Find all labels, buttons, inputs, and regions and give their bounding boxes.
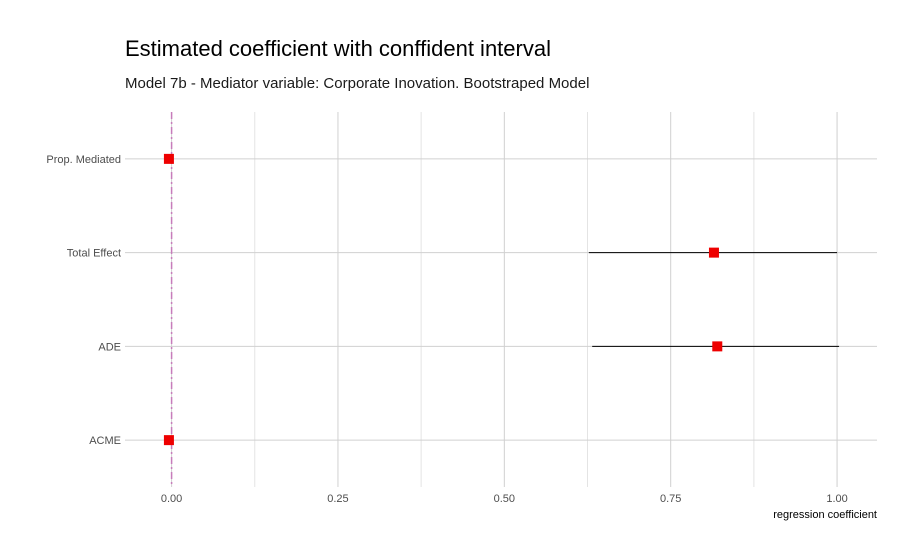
chart-subtitle: Model 7b - Mediator variable: Corporate … (125, 75, 590, 92)
y-tick-label: ACME (89, 435, 121, 447)
point-estimate (708, 247, 719, 258)
chart-title: Estimated coefficient with conffident in… (125, 36, 551, 61)
grid-lines (125, 112, 877, 487)
y-tick-label: Prop. Mediated (46, 154, 121, 166)
x-axis-title: regression coefficient (773, 509, 877, 521)
x-tick-label: 1.00 (826, 493, 847, 505)
point-estimate (163, 153, 174, 164)
y-tick-labels: Prop. Mediated Total Effect ADE ACME (46, 154, 121, 447)
x-tick-labels: 0.00 0.25 0.50 0.75 1.00 (161, 493, 848, 505)
x-tick-label: 0.75 (660, 493, 681, 505)
point-estimate (712, 341, 723, 352)
x-tick-label: 0.00 (161, 493, 182, 505)
point-estimates (163, 153, 723, 446)
x-tick-label: 0.50 (494, 493, 515, 505)
y-tick-label: ADE (98, 341, 121, 353)
y-tick-label: Total Effect (67, 248, 121, 260)
point-estimate (163, 435, 174, 446)
confidence-intervals (588, 252, 840, 347)
x-tick-label: 0.25 (327, 493, 348, 505)
